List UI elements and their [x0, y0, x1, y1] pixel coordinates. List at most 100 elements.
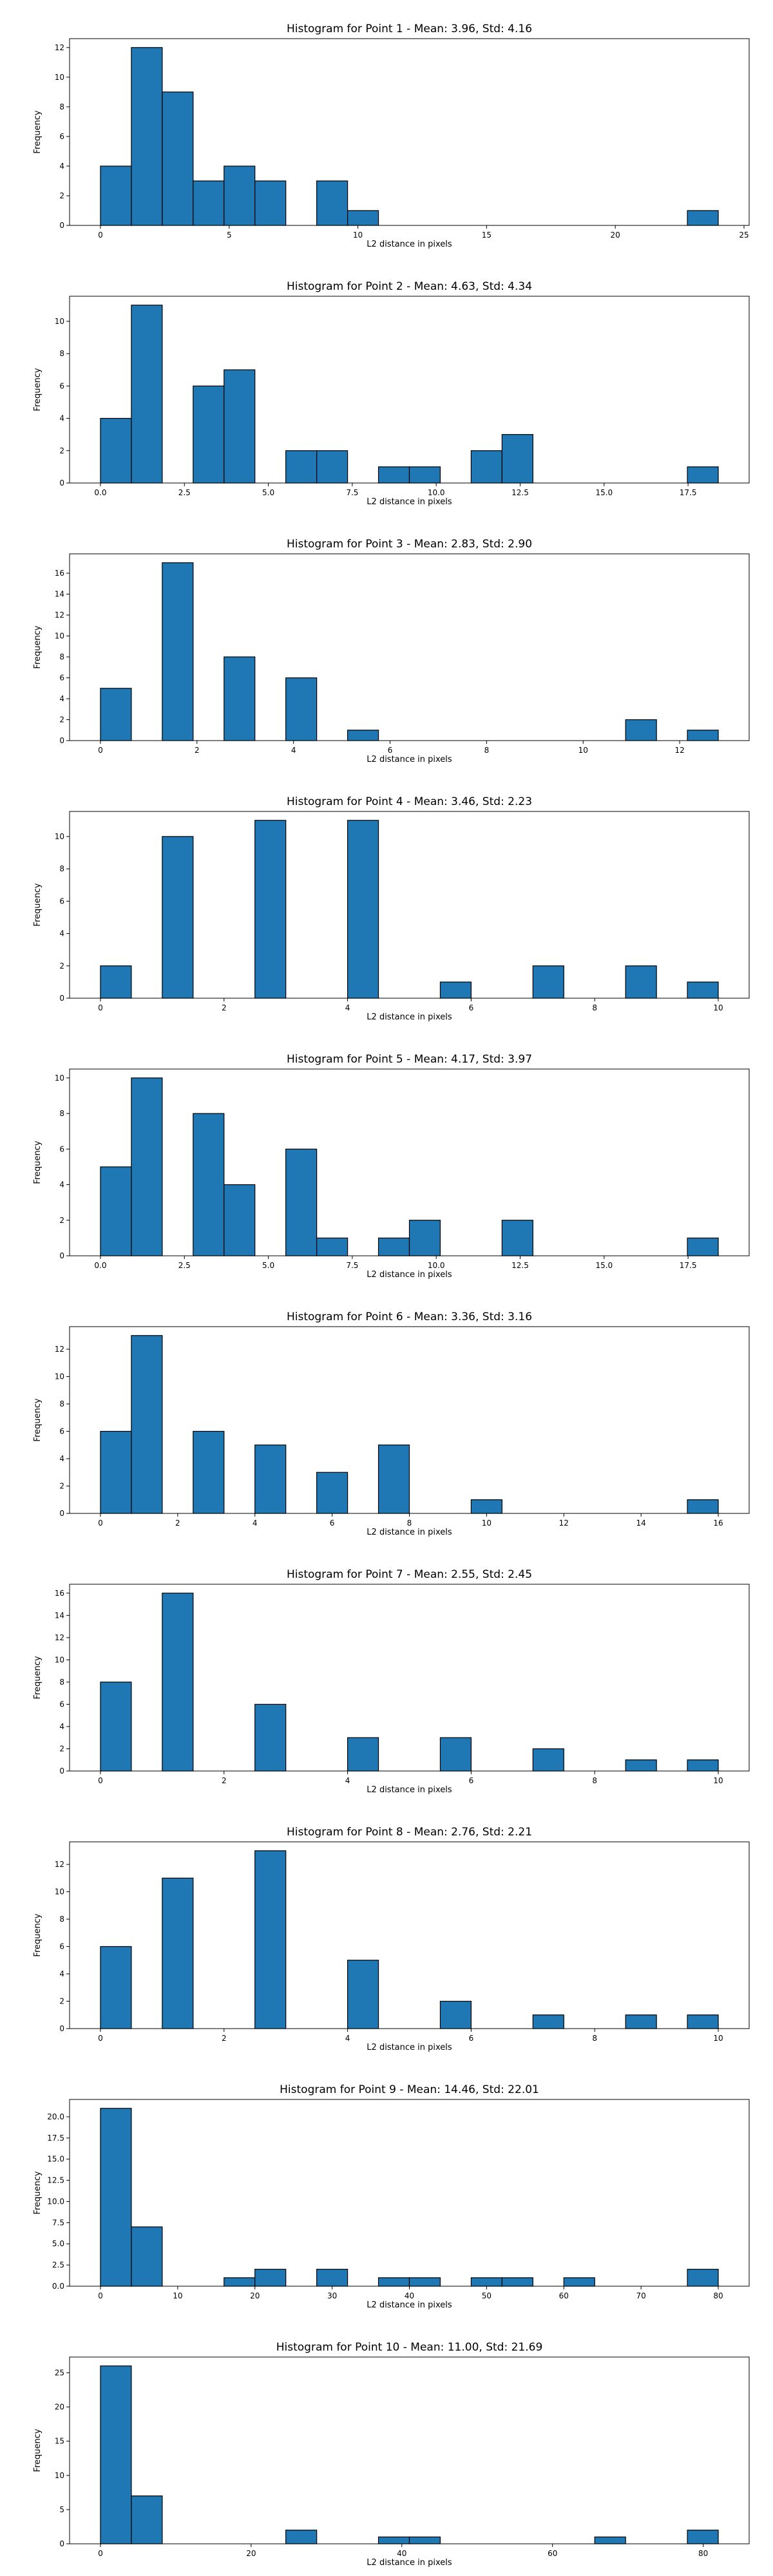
y-tick-label: 0 — [59, 1251, 64, 1260]
x-tick-label: 10.0 — [428, 488, 445, 497]
x-tick-label: 6 — [469, 1776, 474, 1785]
chart-title: Histogram for Point 7 - Mean: 2.55, Std:… — [287, 1568, 532, 1581]
histogram-bar — [408, 2536, 441, 2544]
histogram-bar — [285, 2530, 318, 2544]
histogram-bar — [162, 836, 194, 999]
y-tick-label: 6 — [59, 381, 64, 390]
y-tick-label: 8 — [59, 1915, 64, 1924]
histogram-bar — [501, 434, 533, 484]
histogram-bar — [347, 730, 379, 741]
histogram-chart-9: Histogram for Point 9 - Mean: 14.46, Std… — [33, 2083, 750, 2310]
histogram-bar — [100, 2108, 132, 2287]
x-tick-label: 10 — [578, 746, 588, 755]
histogram-bar — [316, 450, 348, 484]
x-tick-label: 5 — [227, 231, 232, 240]
x-tick-label: 2 — [222, 1776, 227, 1785]
y-axis-label: Frequency — [33, 2171, 43, 2214]
histogram-bar — [687, 1237, 719, 1256]
y-tick-label: 15.0 — [47, 2155, 64, 2164]
histogram-bar — [100, 965, 132, 999]
x-tick-label: 6 — [469, 2034, 474, 2043]
x-tick-label: 0 — [98, 2034, 103, 2043]
y-axis-label: Frequency — [33, 1141, 43, 1184]
x-tick-label: 2 — [222, 1003, 227, 1012]
x-tick-label: 8 — [407, 1519, 412, 1528]
y-tick-label: 10 — [55, 317, 64, 326]
histogram-bar — [594, 2536, 626, 2544]
histogram-bar — [316, 1237, 348, 1256]
y-tick-label: 10 — [55, 632, 64, 641]
histogram-bar — [100, 1946, 132, 2029]
y-tick-label: 10 — [55, 73, 64, 82]
histogram-bar — [687, 2269, 719, 2287]
y-tick-label: 4 — [59, 1969, 64, 1978]
y-tick-label: 25 — [55, 2368, 64, 2377]
histogram-bar — [193, 1113, 225, 1256]
chart-title: Histogram for Point 10 - Mean: 11.00, St… — [276, 2341, 543, 2354]
x-tick-label: 17.5 — [680, 488, 697, 497]
x-tick-label: 4 — [345, 2034, 350, 2043]
histogram-bar — [131, 1077, 163, 1256]
histogram-bar — [254, 1703, 287, 1772]
y-tick-label: 2 — [59, 1744, 64, 1753]
y-tick-label: 0.0 — [52, 2282, 64, 2291]
y-axis-label: Frequency — [33, 2429, 43, 2472]
histogram-bar — [254, 2269, 287, 2287]
histogram-bar — [563, 2277, 595, 2287]
x-tick-label: 8 — [484, 746, 490, 755]
y-tick-label: 0 — [59, 2539, 64, 2548]
y-tick-label: 8 — [59, 1399, 64, 1408]
y-tick-label: 12 — [55, 43, 64, 52]
axes-frame — [69, 811, 750, 999]
histogram-bar — [501, 1220, 533, 1256]
y-tick-label: 0 — [59, 2024, 64, 2033]
y-tick-label: 2 — [59, 961, 64, 971]
histogram-bar — [193, 1430, 225, 1514]
y-tick-label: 8 — [59, 349, 64, 358]
histogram-chart-2: Histogram for Point 2 - Mean: 4.63, Std:… — [33, 280, 750, 507]
histogram-bar — [687, 730, 719, 741]
histogram-bar — [131, 47, 163, 226]
histogram-bar — [316, 2269, 348, 2287]
histogram-bar — [254, 820, 287, 999]
axes-frame — [69, 1068, 750, 1256]
x-tick-label: 10 — [713, 2034, 723, 2043]
y-tick-label: 0 — [59, 736, 64, 745]
histogram-bar — [131, 2226, 163, 2287]
x-tick-label: 60 — [548, 2549, 557, 2558]
axes-frame — [69, 553, 750, 741]
y-tick-label: 20 — [55, 2403, 64, 2412]
chart-title: Histogram for Point 8 - Mean: 2.76, Std:… — [287, 1826, 532, 1839]
x-axis-label: L2 distance in pixels — [367, 1785, 452, 1795]
x-tick-label: 5.0 — [262, 1261, 274, 1270]
x-tick-label: 16 — [713, 1519, 723, 1528]
x-tick-label: 10 — [713, 1776, 723, 1785]
x-axis-label: L2 distance in pixels — [367, 2558, 452, 2568]
histogram-bar — [162, 91, 194, 226]
x-tick-label: 12.5 — [511, 488, 529, 497]
y-tick-label: 0 — [59, 1766, 64, 1776]
histogram-chart-8: Histogram for Point 8 - Mean: 2.76, Std:… — [33, 1826, 750, 2052]
histogram-bar — [162, 1593, 194, 1772]
histogram-bar — [377, 2277, 410, 2287]
x-tick-label: 0.0 — [94, 488, 106, 497]
x-tick-label: 8 — [592, 1003, 597, 1012]
histogram-bar — [224, 2277, 256, 2287]
histogram-bar — [347, 820, 379, 999]
histogram-bar — [408, 466, 441, 484]
x-tick-label: 0 — [98, 2291, 103, 2300]
histogram-bar — [131, 2496, 163, 2544]
chart-title: Histogram for Point 3 - Mean: 2.83, Std:… — [287, 538, 532, 551]
y-tick-label: 10 — [55, 1888, 64, 1897]
x-tick-label: 4 — [253, 1519, 258, 1528]
histogram-chart-6: Histogram for Point 6 - Mean: 3.36, Std:… — [33, 1311, 750, 1537]
x-tick-label: 6 — [330, 1519, 335, 1528]
x-tick-label: 15.0 — [595, 1261, 613, 1270]
y-tick-label: 6 — [59, 1700, 64, 1709]
histogram-bar — [100, 417, 132, 484]
histogram-chart-7: Histogram for Point 7 - Mean: 2.55, Std:… — [33, 1568, 750, 1795]
y-tick-label: 8 — [59, 1109, 64, 1118]
histogram-bar — [131, 1335, 163, 1514]
histogram-bar — [408, 2277, 441, 2287]
x-tick-label: 2.5 — [178, 488, 191, 497]
